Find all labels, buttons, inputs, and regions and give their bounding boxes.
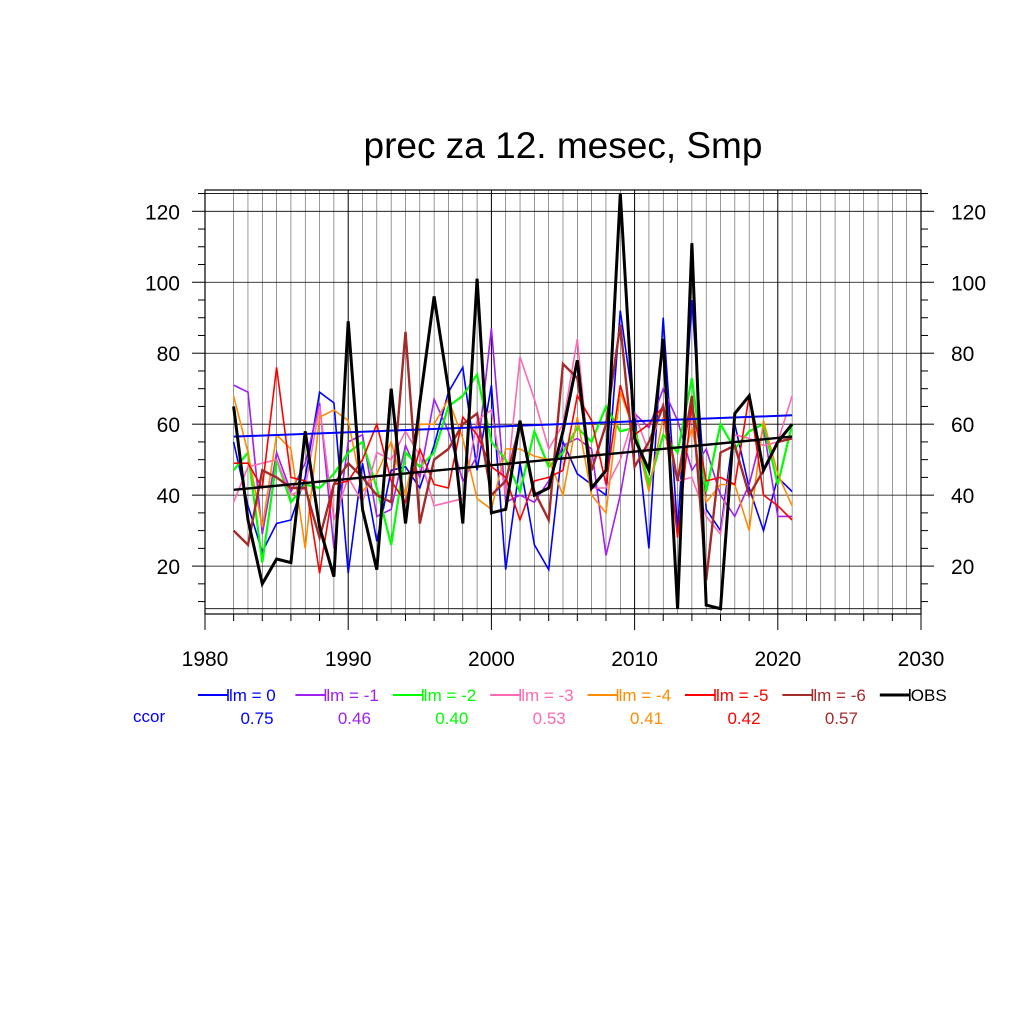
ccor-value-4: 0.41 [630,709,663,728]
y-tick-label: 20 [157,556,180,579]
y-tick-label-right: 80 [951,343,974,366]
series-line-6 [232,324,793,581]
ccor-value-1: 0.46 [338,709,371,728]
legend-label-5: lm = -5 [716,686,768,705]
legend-label-3: lm = -3 [521,686,573,705]
ccor-value-3: 0.53 [533,709,566,728]
grid-lines [205,190,921,614]
ccor-value-0: 0.75 [240,709,273,728]
y-tick-label-right: 100 [951,272,986,295]
y-tick-label-right: 60 [951,414,974,437]
x-tick-label: 2010 [611,648,658,671]
legend-label-6: lm = -6 [813,686,865,705]
y-tick-label: 80 [157,343,180,366]
obs-trend-line [233,435,793,492]
x-tick-label: 2020 [754,648,801,671]
legend-label-1: lm = -1 [326,686,378,705]
x-tick-label: 2030 [898,648,945,671]
plot-frame [204,189,922,615]
x-tick-label: 2000 [468,648,515,671]
ccor-value-2: 0.40 [435,709,468,728]
legend: lm = 0 0.75 lm = -1 0.46 lm = -2 0.40 lm = -3 0… [133,686,947,728]
obs-line [232,193,794,611]
x-tick-label: 1980 [182,648,229,671]
y-tick-label: 100 [145,272,180,295]
legend-label-7: OBS [911,686,947,705]
ccor-label: ccor [133,707,165,726]
y-tick-label-right: 40 [951,485,974,508]
y-tick-label-right: 20 [951,556,974,579]
plot-border [204,189,922,615]
y-tick-label: 60 [157,414,180,437]
legend-label-2: lm = -2 [424,686,476,705]
y-tick-label-right: 120 [951,201,986,224]
series-lines [232,193,794,611]
y-tick-label: 120 [145,201,180,224]
x-tick-label: 1990 [325,648,372,671]
ccor-value-6: 0.57 [825,709,858,728]
y-tick-label: 40 [157,485,180,508]
legend-label-4: lm = -4 [619,686,671,705]
legend-label-0: lm = 0 [229,686,276,705]
ccor-value-5: 0.42 [727,709,760,728]
chart-title: prec za 12. mesec, Smp [364,125,763,166]
